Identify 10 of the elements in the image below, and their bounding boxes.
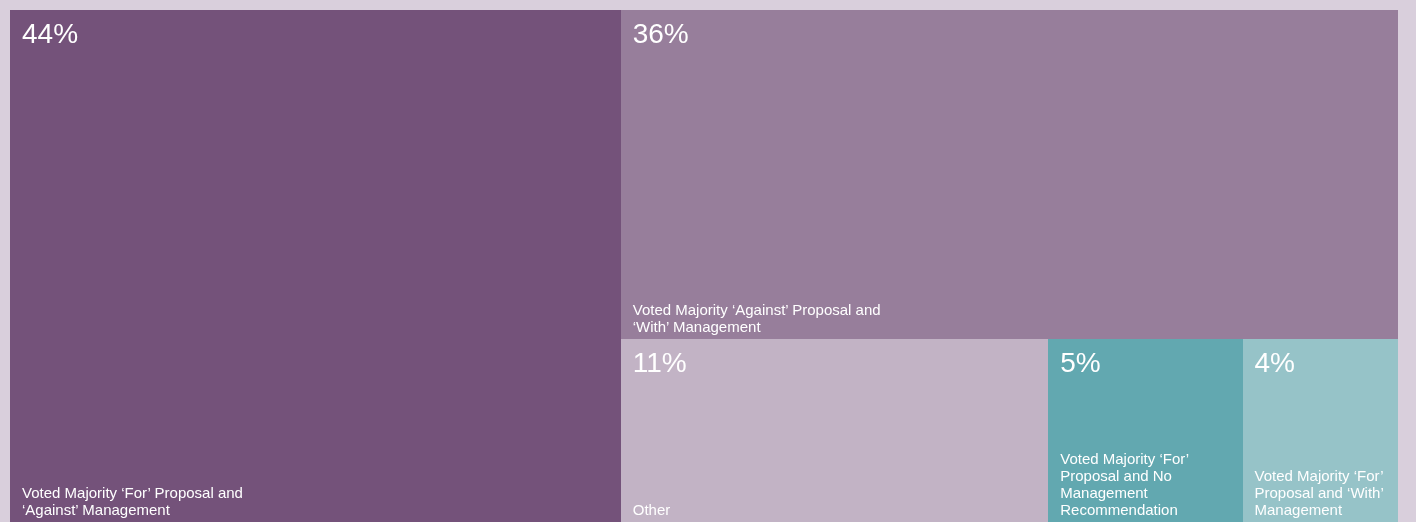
data-label: 4% xyxy=(1254,347,1295,380)
category-label: Other xyxy=(632,500,671,518)
category-label: Voted Majority ‘For’ Proposal and No Management Recommendation xyxy=(1060,449,1190,518)
data-label: 5% xyxy=(1060,347,1101,380)
category-label: Voted Majority ‘For’ Proposal and ‘Against’ Management xyxy=(22,484,244,518)
category-label: Voted Majority ‘For’ Proposal and ‘With’ Management xyxy=(1254,466,1385,518)
data-label: 44% xyxy=(22,18,79,50)
category-label: Voted Majority ‘Against’ Proposal and ‘With’ Management xyxy=(632,301,882,336)
data-label: 11% xyxy=(632,347,687,380)
data-label: 36% xyxy=(632,18,689,50)
